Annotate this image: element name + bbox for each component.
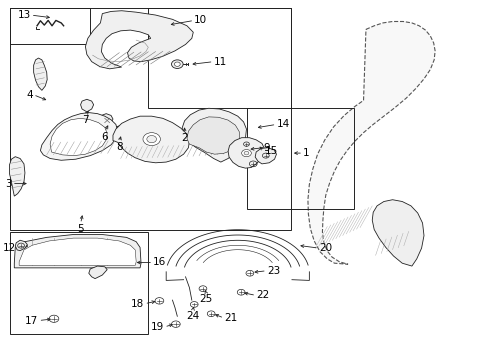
Text: 20: 20 (319, 243, 332, 253)
Polygon shape (19, 238, 136, 265)
Circle shape (244, 151, 249, 155)
Polygon shape (99, 114, 113, 127)
Text: 17: 17 (25, 316, 39, 325)
Polygon shape (113, 116, 190, 163)
Polygon shape (187, 117, 240, 154)
Text: 25: 25 (200, 294, 213, 304)
Text: 2: 2 (181, 134, 188, 143)
Text: 14: 14 (276, 120, 290, 129)
Text: 5: 5 (77, 224, 84, 234)
Bar (148, 8, 291, 108)
Polygon shape (114, 126, 127, 138)
Text: 11: 11 (214, 57, 227, 67)
Text: 3: 3 (5, 179, 12, 189)
Text: 18: 18 (131, 299, 145, 309)
Polygon shape (228, 138, 265, 168)
Text: 24: 24 (186, 311, 199, 321)
Polygon shape (9, 157, 25, 196)
Circle shape (172, 60, 183, 68)
Polygon shape (255, 148, 276, 164)
Circle shape (143, 133, 160, 145)
Polygon shape (34, 58, 47, 90)
Circle shape (174, 62, 180, 66)
Text: 9: 9 (264, 143, 270, 153)
Text: 16: 16 (153, 257, 167, 267)
Polygon shape (85, 11, 193, 69)
Text: 12: 12 (3, 243, 16, 253)
Text: 4: 4 (26, 90, 33, 100)
Text: 23: 23 (267, 266, 280, 276)
Text: 7: 7 (82, 116, 89, 125)
Polygon shape (40, 113, 118, 160)
Text: 8: 8 (116, 142, 122, 152)
Text: 1: 1 (303, 148, 310, 158)
Bar (10, 8, 90, 44)
Text: 13: 13 (18, 10, 31, 20)
Text: 21: 21 (224, 313, 238, 323)
Polygon shape (308, 22, 435, 264)
Circle shape (242, 149, 251, 157)
Polygon shape (372, 200, 424, 266)
Bar (247, 108, 354, 209)
Text: 6: 6 (101, 132, 108, 141)
Polygon shape (50, 118, 107, 156)
Text: 22: 22 (256, 291, 270, 301)
Polygon shape (80, 99, 94, 112)
Text: 19: 19 (151, 322, 164, 332)
Polygon shape (89, 266, 107, 279)
Polygon shape (15, 240, 27, 251)
Bar (10, 232, 148, 334)
Bar (10, 8, 291, 230)
Text: 15: 15 (265, 145, 278, 156)
Text: 10: 10 (194, 15, 207, 26)
Circle shape (147, 135, 156, 143)
Polygon shape (182, 108, 246, 162)
Polygon shape (14, 234, 141, 268)
